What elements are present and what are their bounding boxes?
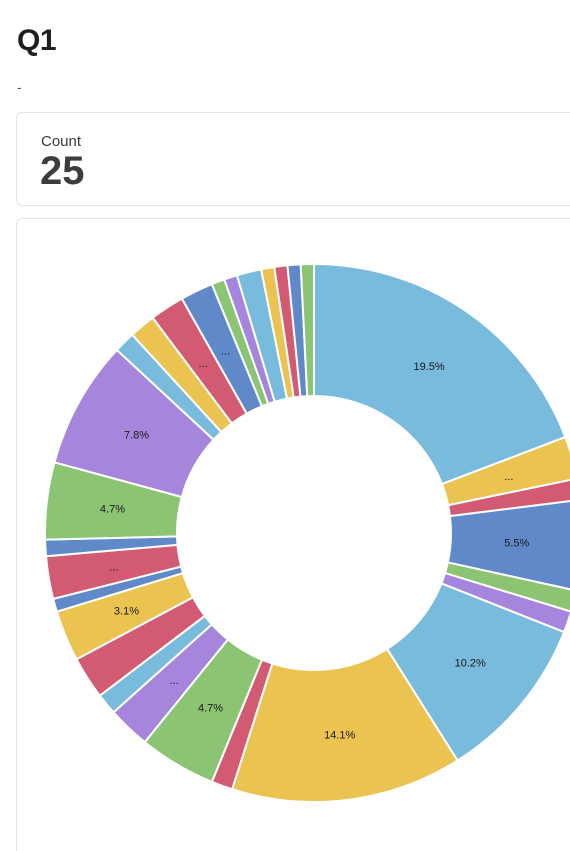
- slice-label: 7.8%: [124, 429, 149, 441]
- chart-card: 19.5%... 5.5% 10.2% 14.1% 4.7%... 3.1%... 4.7%…: [16, 218, 570, 851]
- page-title: Q1: [17, 24, 57, 57]
- donut-slice[interactable]: [313, 262, 567, 486]
- slice-label: 4.7%: [100, 504, 125, 516]
- slice-label: ...: [504, 471, 513, 483]
- donut-chart: 19.5%... 5.5% 10.2% 14.1% 4.7%... 3.1%... 4.7%…: [44, 262, 570, 803]
- count-card: Count 25: [16, 112, 570, 206]
- donut-slice[interactable]: [299, 262, 315, 398]
- count-label: Count: [41, 133, 82, 150]
- donut-slice[interactable]: [446, 500, 570, 591]
- slice-label: 3.1%: [114, 606, 139, 618]
- count-value: 25: [40, 149, 85, 193]
- slice-label: ...: [109, 562, 118, 574]
- slice-label: 19.5%: [414, 361, 445, 373]
- slice-label: 10.2%: [455, 658, 486, 670]
- slice-label: ...: [221, 345, 230, 357]
- slice-label: ...: [169, 675, 178, 687]
- slice-label: 14.1%: [324, 729, 355, 741]
- slice-label: 4.7%: [198, 703, 223, 715]
- slice-label: ...: [198, 358, 207, 370]
- donut-slice[interactable]: [230, 647, 459, 803]
- slice-label: 5.5%: [504, 537, 529, 549]
- page-subtitle: -: [17, 79, 22, 95]
